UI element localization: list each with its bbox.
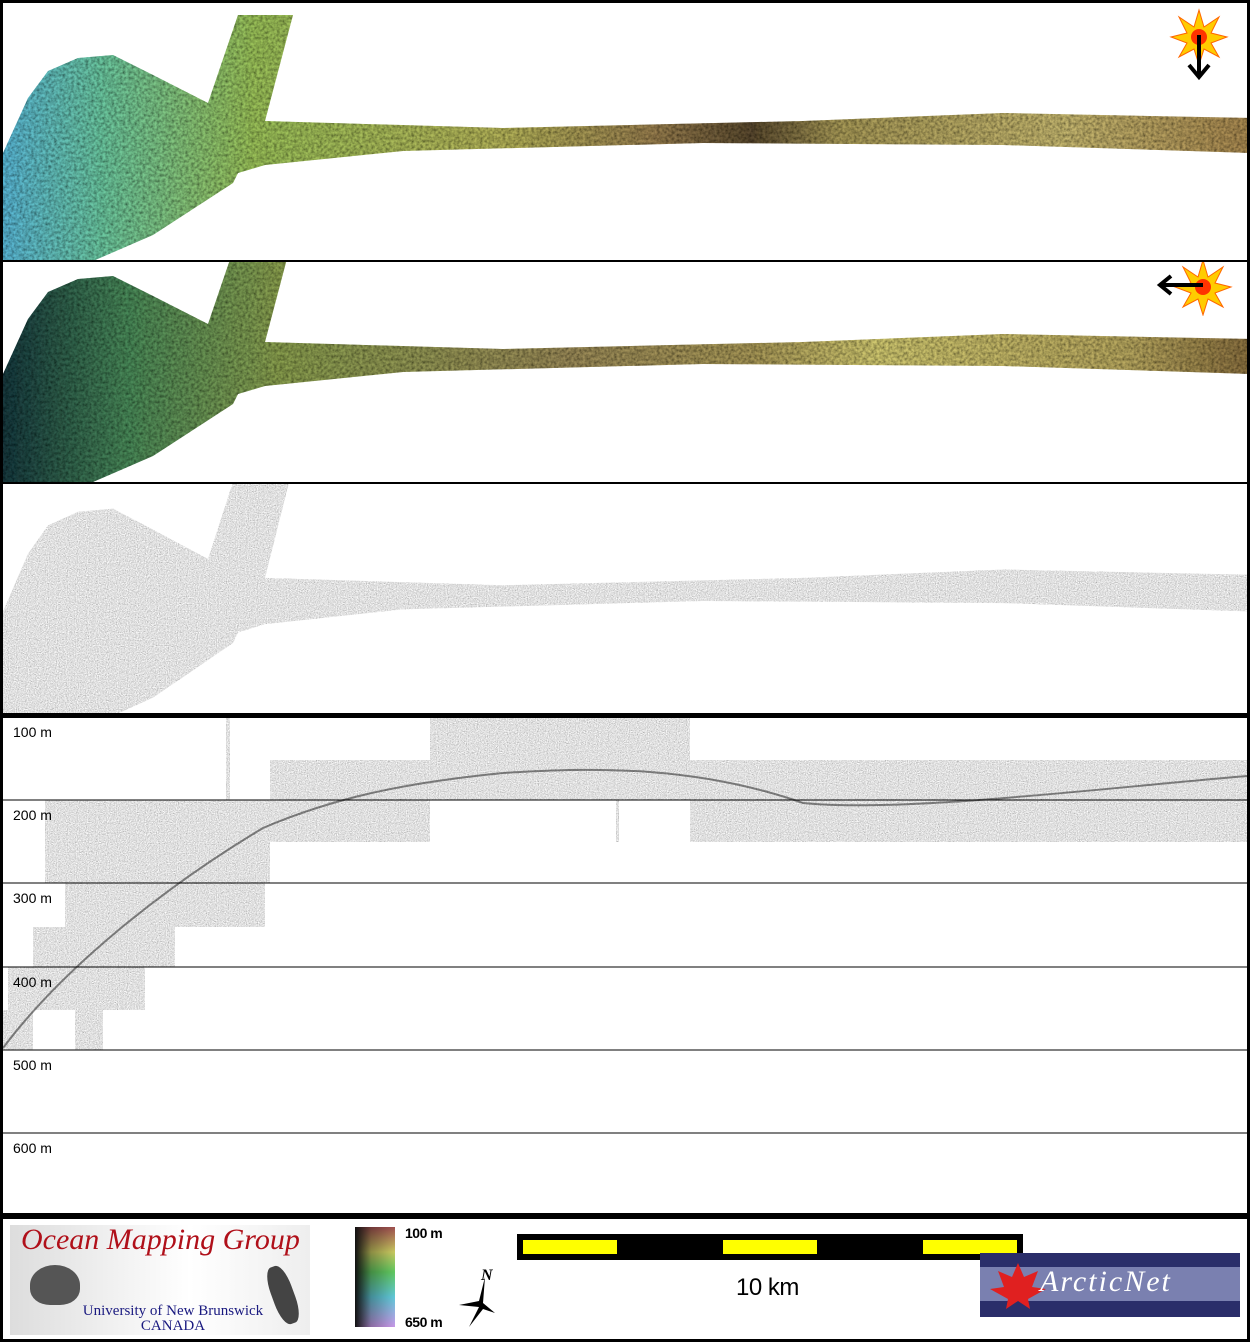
bathymetry-swath: [3, 262, 1247, 482]
bathymetry-swath: [3, 15, 1247, 260]
arcticnet-title: ArcticNet: [1040, 1265, 1172, 1298]
legend-panel: Ocean Mapping Group University of New Br…: [3, 1219, 1247, 1339]
arcticnet-logo: [980, 1253, 1240, 1317]
depth-label: 600 m: [13, 1140, 52, 1156]
profile-data: [3, 718, 1247, 1134]
depth-label: 200 m: [13, 807, 52, 823]
depth-label: 500 m: [13, 1057, 52, 1073]
depth-profile-panel: 100 m 200 m 300 m 400 m 500 m 600 m: [3, 718, 1247, 1213]
scale-bar-label: 10 km: [736, 1274, 799, 1301]
colorbar-top-label: 100 m: [405, 1225, 443, 1241]
backscatter-panel: [3, 484, 1247, 713]
scale-bar: [517, 1234, 1023, 1260]
north-label: N: [481, 1267, 493, 1284]
depth-colorbar: [355, 1227, 395, 1327]
depth-label: 300 m: [13, 890, 52, 906]
depth-gridlines: [3, 799, 1247, 1134]
unb-label: University of New Brunswick: [82, 1303, 264, 1319]
backscatter-swath: [3, 484, 1247, 713]
sun-east-icon: [1156, 262, 1233, 316]
north-arrow-icon: [459, 1277, 495, 1327]
ocean-mapping-group-title: Ocean Mapping Group: [21, 1223, 300, 1256]
ocean-mapping-group-logo: [10, 1225, 310, 1335]
profile-backscatter: [3, 718, 1247, 1050]
sun-north-icon: [1169, 8, 1229, 81]
depth-label: 100 m: [13, 724, 52, 740]
canada-label: CANADA: [140, 1318, 206, 1334]
seafloor-line: [3, 768, 1247, 1049]
depth-label: 400 m: [13, 974, 52, 990]
shaded-relief-panel-east: [3, 262, 1247, 482]
shaded-relief-panel-north: [3, 3, 1247, 260]
colorbar-bottom-label: 650 m: [405, 1314, 443, 1330]
